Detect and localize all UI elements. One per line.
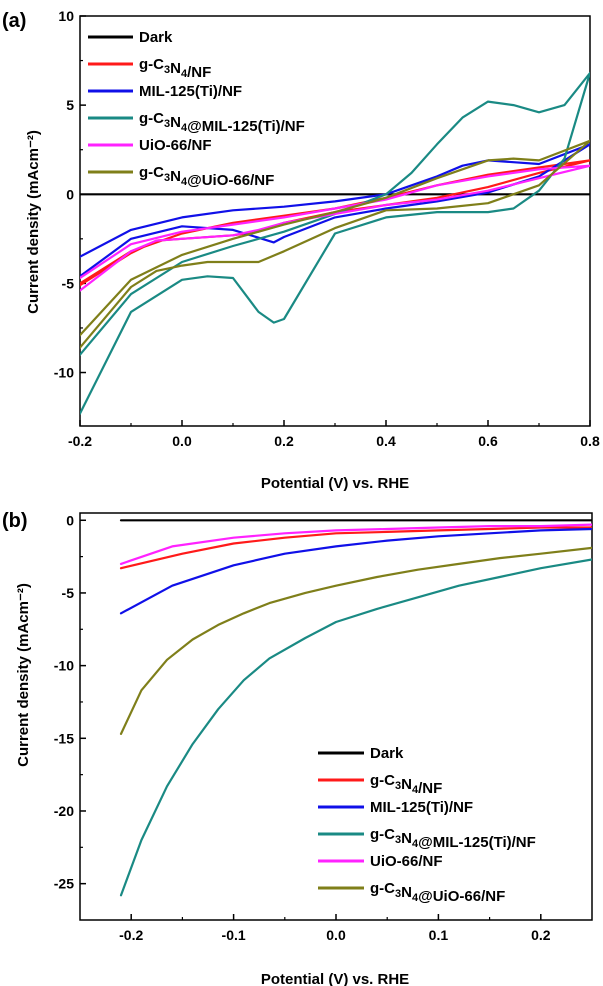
panel-a-xtick-label: 0.8 <box>580 433 600 449</box>
panel-a-legend-label-uio-66-nf: UiO-66/NF <box>139 137 212 154</box>
panel-b-legend: Dark g-C3N4/NF MIL-125(Ti)/NF g-C3N4@MIL-12… <box>318 745 536 905</box>
panel-b-legend-label-mil-125-ti-nf: MIL-125(Ti)/NF <box>370 799 473 816</box>
panel-a-ytick-label: 10 <box>58 8 74 24</box>
panel-a-legend-label-dark: Dark <box>139 29 173 46</box>
panel-a-xtick-label: 0.0 <box>172 433 192 449</box>
panel-b-series-mil-125-ti-nf <box>119 527 592 615</box>
panel-a-ytick-label: 5 <box>66 97 74 113</box>
panel-a-series-g-c3n4-mil-125-ti-nf <box>80 71 590 415</box>
panel-b-xtick-label: 0.2 <box>531 927 551 943</box>
panel-a-label: (a) <box>2 10 26 32</box>
panel-b-plot: -0.2 -0.1 0.0 0.1 0.2 0 -5 -10 -15 -20 -25 <box>54 512 593 943</box>
panel-b-series-g-c3n4-mil-125-ti-nf <box>119 558 592 897</box>
panel-a-series-group <box>80 71 590 415</box>
panel-a-xlabel: Potential (V) vs. RHE <box>261 475 409 492</box>
panel-b-label: (b) <box>2 510 28 532</box>
panel-b: (b) Current density (mAcm⁻²) Potential (… <box>2 510 593 986</box>
panel-b-series-g-c3n4-uio-66-nf <box>119 546 592 736</box>
panel-a-ytick-label: -10 <box>54 365 74 381</box>
panel-a-xtick-label: 0.6 <box>478 433 498 449</box>
panel-b-legend-label-g-c3n4-uio-66-nf: g-C3N4@UiO-66/NF <box>370 880 505 905</box>
panel-b-series-group <box>119 519 592 897</box>
panel-b-series-uio-66-nf <box>119 523 592 566</box>
panel-b-xtick-label: -0.2 <box>119 927 143 943</box>
panel-a-legend-label-g-c3n4-mil-125-ti-nf: g-C3N4@MIL-125(Ti)/NF <box>139 110 305 135</box>
panel-b-ylabel: Current density (mAcm⁻²) <box>15 583 32 767</box>
panel-b-ytick-label: -15 <box>54 730 74 746</box>
panel-a: (a) Current density (mAcm⁻²) Potential (… <box>2 8 600 492</box>
panel-b-xtick-label: 0.1 <box>429 927 449 943</box>
panel-a-legend: Dark g-C3N4/NF MIL-125(Ti)/NF g-C3N4@MIL-12… <box>88 29 305 189</box>
panel-b-ytick-label: -5 <box>62 585 75 601</box>
panel-a-xtick-label: 0.2 <box>274 433 294 449</box>
panel-a-plot: -0.2 0.0 0.2 0.4 0.6 0.8 10 5 0 -5 -10 <box>54 8 600 449</box>
panel-a-legend-label-mil-125-ti-nf: MIL-125(Ti)/NF <box>139 83 242 100</box>
panel-a-series-g-c3n4-uio-66-nf <box>80 139 590 349</box>
panel-a-ytick-label: 0 <box>66 186 74 202</box>
panel-a-xtick-label: 0.4 <box>376 433 396 449</box>
panel-b-legend-label-uio-66-nf: UiO-66/NF <box>370 853 443 870</box>
panel-b-xtick-label: 0.0 <box>326 927 346 943</box>
panel-a-series-uio-66-nf <box>80 164 590 292</box>
panel-b-ytick-label: -10 <box>54 658 74 674</box>
panel-b-ytick-label: 0 <box>66 512 74 528</box>
panel-b-ytick-label: -25 <box>54 876 74 892</box>
panel-b-legend-label-dark: Dark <box>370 745 404 762</box>
panel-b-ytick-label: -20 <box>54 803 74 819</box>
panel-b-legend-label-g-c3n4-mil-125-ti-nf: g-C3N4@MIL-125(Ti)/NF <box>370 826 536 851</box>
panel-a-legend-label-g-c3n4-uio-66-nf: g-C3N4@UiO-66/NF <box>139 164 274 189</box>
panel-b-xlabel: Potential (V) vs. RHE <box>261 971 409 986</box>
panel-b-legend-label-g-c3n4-nf: g-C3N4/NF <box>370 772 442 797</box>
panel-b-xtick-label: -0.1 <box>222 927 246 943</box>
panel-a-ylabel: Current density (mAcm⁻²) <box>25 130 42 314</box>
panel-a-xtick-label: -0.2 <box>68 433 92 449</box>
panel-a-frame <box>79 15 591 427</box>
panel-a-legend-label-g-c3n4-nf: g-C3N4/NF <box>139 56 211 81</box>
panel-a-ytick-label: -5 <box>62 275 75 291</box>
panel-b-series-g-c3n4-nf <box>119 526 592 570</box>
